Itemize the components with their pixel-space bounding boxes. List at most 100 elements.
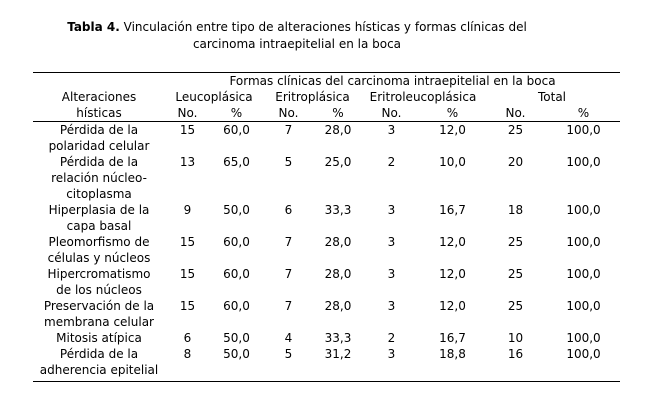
table-row: Pérdida de la polaridad celular 15 60,0 7 28… (33, 122, 620, 155)
cell-value: 12,0 (439, 267, 466, 281)
cell-value: 50,0 (223, 331, 250, 345)
cell-value: 28,0 (324, 299, 352, 313)
table-row: Pérdida de la adherencia epitelial 8 50,0 5… (33, 346, 620, 382)
cell-value: 25 (507, 267, 524, 281)
sub-header-percent: % (421, 105, 484, 122)
cell-value: 7 (284, 267, 293, 281)
cell-value: 100,0 (566, 155, 601, 169)
row-label: Pérdida de la polaridad celular (48, 123, 150, 153)
sub-header-no: No. (263, 105, 314, 122)
cell-value: 25 (507, 123, 524, 137)
sub-header-percent: % (210, 105, 263, 122)
cell-value: 3 (387, 203, 396, 217)
cell-value: 3 (387, 123, 396, 137)
cell-value: 60,0 (223, 235, 250, 249)
table-header: Alteraciones hísticas Formas clínicas de… (33, 72, 620, 122)
page: Tabla 4. Vinculación entre tipo de alter… (0, 19, 658, 415)
cell-value: 15 (179, 123, 196, 137)
data-table: Alteraciones hísticas Formas clínicas de… (33, 72, 620, 382)
cell-value: 16 (507, 347, 524, 361)
table-row: Preservación de la membrana celular 15 60,… (33, 298, 620, 330)
table-body: Pérdida de la polaridad celular 15 60,0 7 28… (33, 122, 620, 382)
cell-value: 100,0 (566, 299, 601, 313)
cell-value: 65,0 (223, 155, 250, 169)
table-row: Pleomorfismo de células y núcleos 15 60,0 7… (33, 234, 620, 266)
cell-value: 31,2 (324, 347, 352, 361)
row-label: Hipercromatismo de los núcleos (47, 267, 151, 297)
cell-value: 7 (284, 235, 293, 249)
column-header-alteraciones-histicas: Alteraciones hísticas (33, 72, 165, 122)
cell-value: 50,0 (223, 203, 250, 217)
cell-value: 16,7 (439, 331, 466, 345)
group-header-total: Total (537, 90, 567, 104)
cell-value: 15 (179, 299, 196, 313)
sub-header-row: No. % No. % No. % No. % (33, 105, 620, 122)
table-row: Hipercromatismo de los núcleos 15 60,0 7 28,… (33, 266, 620, 298)
cell-value: 100,0 (566, 267, 601, 281)
cell-value: 100,0 (566, 203, 601, 217)
cell-value: 2 (387, 331, 396, 345)
row-label: Pérdida de la relación núcleo- citoplasm… (51, 155, 147, 201)
cell-value: 12,0 (439, 235, 466, 249)
cell-value: 18,8 (439, 347, 466, 361)
table-row: Pérdida de la relación núcleo- citoplasm… (33, 154, 620, 202)
cell-value: 100,0 (566, 123, 601, 137)
cell-value: 6 (284, 203, 293, 217)
group-header-eritroleucoplasica: Eritroleucoplásica (369, 90, 477, 104)
cell-value: 60,0 (223, 267, 250, 281)
group-header-row: Leucoplásica Eritroplásica Eritroleucopl… (33, 89, 620, 105)
cell-value: 6 (183, 331, 192, 345)
span-header-formas-clinicas: Formas clínicas del carcinoma intraepite… (229, 74, 556, 88)
cell-value: 100,0 (566, 235, 601, 249)
sub-header-no: No. (165, 105, 210, 122)
cell-value: 33,3 (324, 331, 352, 345)
row-label: Preservación de la membrana celular (43, 299, 155, 329)
cell-value: 15 (179, 267, 196, 281)
cell-value: 10,0 (439, 155, 466, 169)
cell-value: 12,0 (439, 299, 466, 313)
cell-value: 20 (507, 155, 524, 169)
table-caption: Tabla 4. Vinculación entre tipo de alter… (0, 19, 594, 53)
cell-value: 25 (507, 235, 524, 249)
cell-value: 4 (284, 331, 293, 345)
cell-value: 16,7 (439, 203, 466, 217)
cell-value: 3 (387, 235, 396, 249)
cell-value: 15 (179, 235, 196, 249)
span-header-row: Alteraciones hísticas Formas clínicas de… (33, 72, 620, 122)
cell-value: 60,0 (223, 299, 250, 313)
cell-value: 25 (507, 299, 524, 313)
cell-value: 100,0 (566, 331, 601, 345)
cell-value: 33,3 (324, 203, 352, 217)
cell-value: 3 (387, 347, 396, 361)
cell-value: 5 (284, 347, 293, 361)
row-label: Hiperplasia de la capa basal (48, 203, 150, 233)
cell-value: 28,0 (324, 235, 352, 249)
cell-value: 3 (387, 299, 396, 313)
cell-value: 28,0 (324, 123, 352, 137)
sub-header-percent: % (547, 105, 620, 122)
table-caption-text: Vinculación entre tipo de alteraciones h… (123, 20, 527, 51)
sub-header-no: No. (362, 105, 421, 122)
row-label: Pleomorfismo de células y núcleos (47, 235, 151, 265)
cell-value: 12,0 (439, 123, 466, 137)
sub-header-no: No. (484, 105, 547, 122)
table-caption-label: Tabla 4. (67, 20, 120, 34)
cell-value: 8 (183, 347, 192, 361)
group-header-leucoplasica: Leucoplásica (175, 90, 253, 104)
row-label: Mitosis atípica (56, 331, 142, 345)
cell-value: 60,0 (223, 123, 250, 137)
cell-value: 9 (183, 203, 192, 217)
cell-value: 28,0 (324, 267, 352, 281)
cell-value: 50,0 (223, 347, 250, 361)
cell-value: 25,0 (324, 155, 352, 169)
cell-value: 18 (507, 203, 524, 217)
cell-value: 2 (387, 155, 396, 169)
cell-value: 13 (179, 155, 196, 169)
row-label: Pérdida de la adherencia epitelial (39, 347, 159, 377)
cell-value: 100,0 (566, 347, 601, 361)
table-row: Mitosis atípica 6 50,0 4 33,3 2 16,7 10 100,0 (33, 330, 620, 346)
group-header-eritroplasica: Eritroplásica (275, 90, 350, 104)
cell-value: 5 (284, 155, 293, 169)
table-row: Hiperplasia de la capa basal 9 50,0 6 33,3 3 1… (33, 202, 620, 234)
sub-header-percent: % (314, 105, 362, 122)
